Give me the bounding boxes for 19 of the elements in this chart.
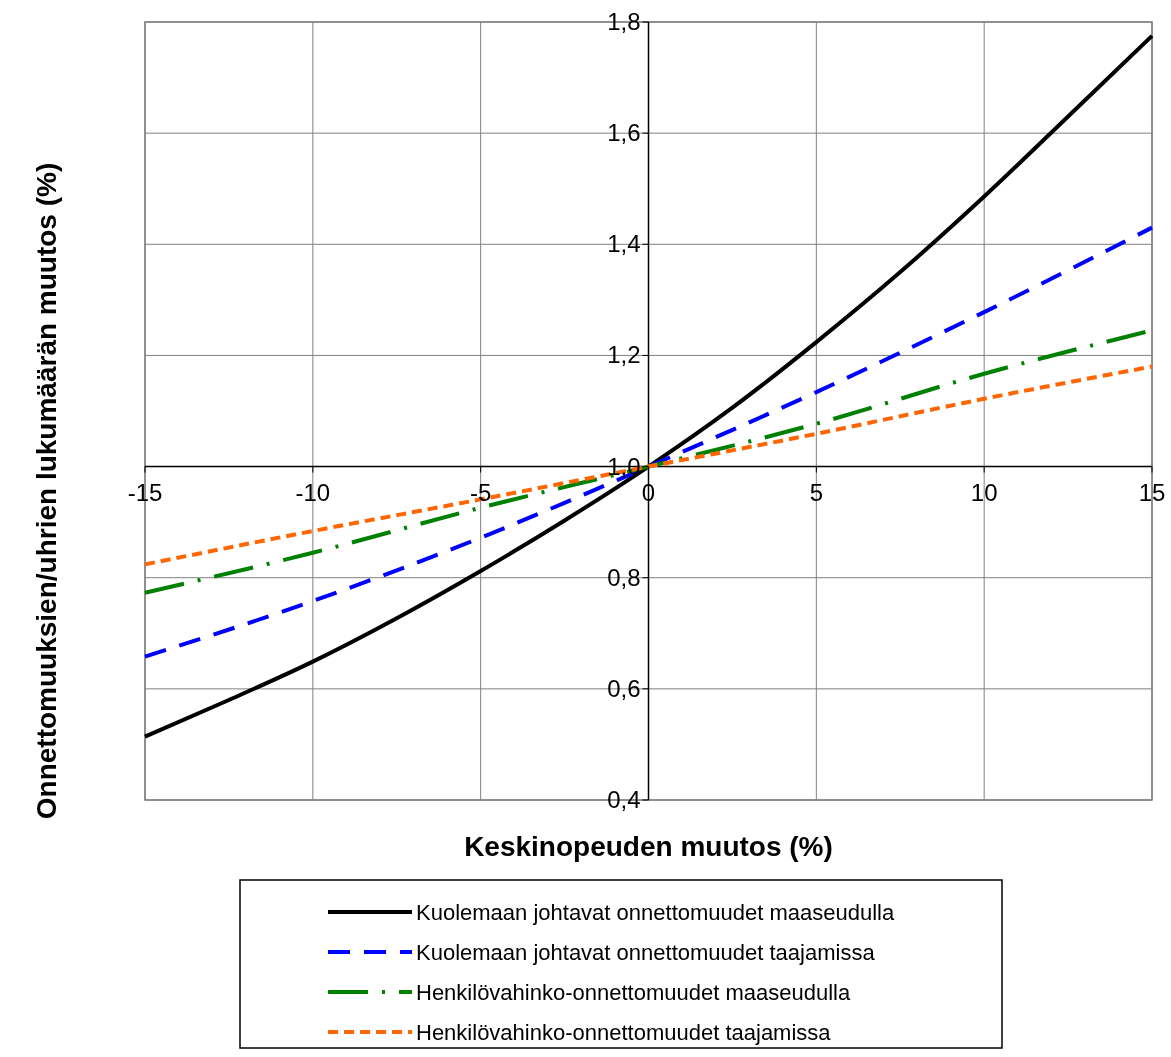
legend-label: Kuolemaan johtavat onnettomuudet maaseudulla <box>416 900 895 925</box>
legend-label: Kuolemaan johtavat onnettomuudet taajamissa <box>416 940 876 965</box>
y-tick-label: 0,4 <box>607 786 641 813</box>
x-tick-label: 5 <box>809 478 824 506</box>
y-tick-label: 0,6 <box>607 674 641 702</box>
x-tick-label: 10 <box>970 478 998 506</box>
y-axis-title: Onnettomuuksien/uhrien lukumäärän muutos (%) <box>31 162 62 820</box>
x-tick-label: -15 <box>127 478 163 506</box>
y-tick-label: 1,2 <box>607 341 641 369</box>
legend-label: Henkilövahinko-onnettomuudet taajamissa <box>416 1020 832 1045</box>
x-tick-label: -10 <box>295 478 331 506</box>
x-tick-label: -5 <box>469 478 492 506</box>
y-tick-label: 1,6 <box>607 119 641 147</box>
y-tick-label: 0,8 <box>607 563 641 591</box>
y-tick-label: 1,8 <box>607 8 641 35</box>
legend-label: Henkilövahinko-onnettomuudet maaseudulla <box>416 980 851 1005</box>
y-tick-label: 1,4 <box>607 230 641 258</box>
x-tick-label: 15 <box>1138 478 1166 506</box>
x-axis-title: Keskinopeuden muutos (%) <box>464 831 833 862</box>
